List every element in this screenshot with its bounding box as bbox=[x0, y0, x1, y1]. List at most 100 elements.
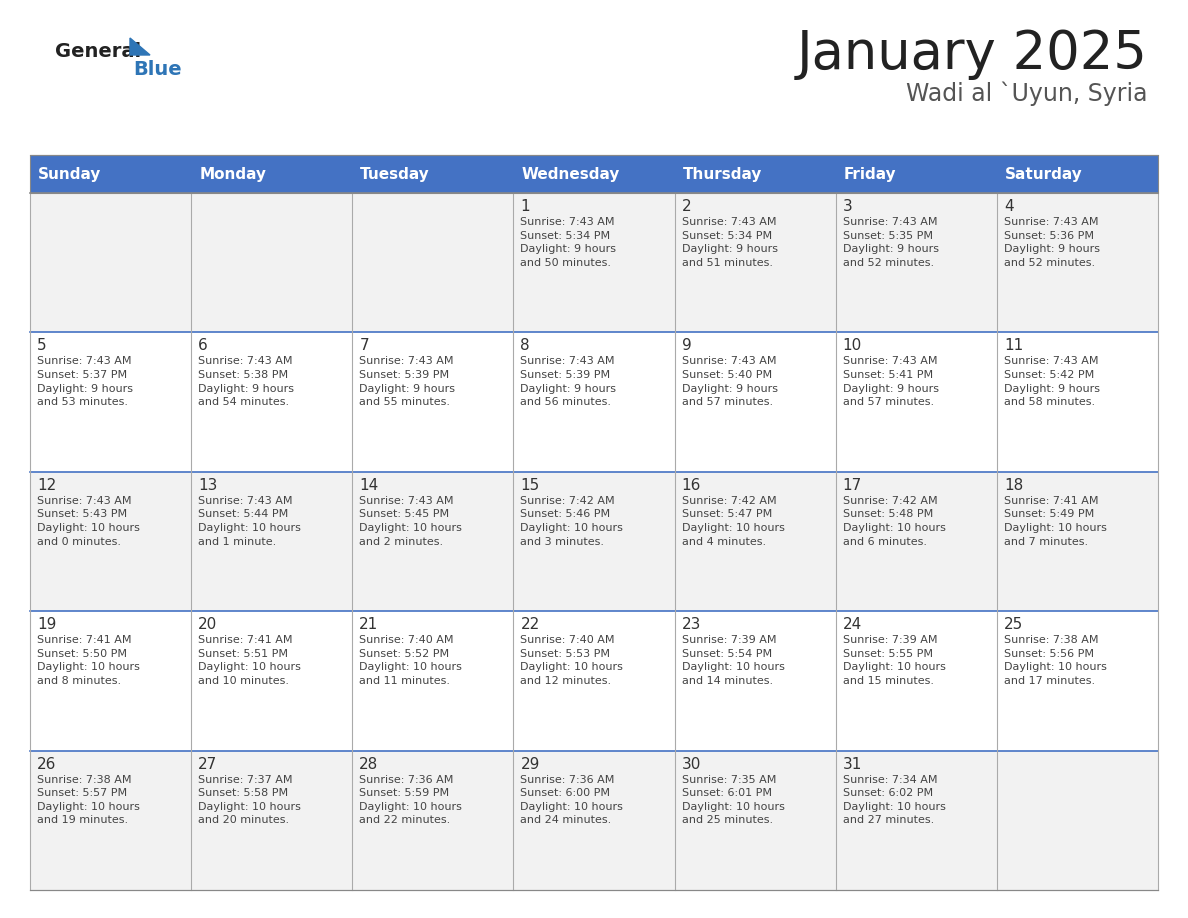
Bar bbox=[675, 193, 835, 332]
Text: Sunrise: 7:36 AM
Sunset: 5:59 PM
Daylight: 10 hours
and 22 minutes.: Sunrise: 7:36 AM Sunset: 5:59 PM Dayligh… bbox=[359, 775, 462, 825]
Bar bbox=[353, 611, 513, 751]
Bar bbox=[835, 332, 997, 472]
Text: January 2025: January 2025 bbox=[797, 28, 1148, 80]
Bar bbox=[191, 332, 353, 472]
Bar bbox=[513, 611, 675, 751]
Bar bbox=[997, 751, 1158, 890]
Bar bbox=[675, 611, 835, 751]
Text: Sunrise: 7:43 AM
Sunset: 5:38 PM
Daylight: 9 hours
and 54 minutes.: Sunrise: 7:43 AM Sunset: 5:38 PM Dayligh… bbox=[198, 356, 295, 408]
Bar bbox=[30, 332, 191, 472]
Bar bbox=[835, 751, 997, 890]
Bar bbox=[513, 472, 675, 611]
Bar bbox=[835, 155, 997, 193]
Text: 11: 11 bbox=[1004, 339, 1023, 353]
Text: Sunday: Sunday bbox=[38, 166, 101, 182]
Text: 14: 14 bbox=[359, 477, 379, 493]
Text: Sunrise: 7:43 AM
Sunset: 5:37 PM
Daylight: 9 hours
and 53 minutes.: Sunrise: 7:43 AM Sunset: 5:37 PM Dayligh… bbox=[37, 356, 133, 408]
Text: 2: 2 bbox=[682, 199, 691, 214]
Text: Sunrise: 7:42 AM
Sunset: 5:47 PM
Daylight: 10 hours
and 4 minutes.: Sunrise: 7:42 AM Sunset: 5:47 PM Dayligh… bbox=[682, 496, 784, 546]
Text: 18: 18 bbox=[1004, 477, 1023, 493]
Text: 12: 12 bbox=[37, 477, 56, 493]
Text: 23: 23 bbox=[682, 617, 701, 633]
Bar bbox=[30, 155, 191, 193]
Text: Sunrise: 7:37 AM
Sunset: 5:58 PM
Daylight: 10 hours
and 20 minutes.: Sunrise: 7:37 AM Sunset: 5:58 PM Dayligh… bbox=[198, 775, 301, 825]
Text: Sunrise: 7:43 AM
Sunset: 5:39 PM
Daylight: 9 hours
and 56 minutes.: Sunrise: 7:43 AM Sunset: 5:39 PM Dayligh… bbox=[520, 356, 617, 408]
Text: Sunrise: 7:43 AM
Sunset: 5:36 PM
Daylight: 9 hours
and 52 minutes.: Sunrise: 7:43 AM Sunset: 5:36 PM Dayligh… bbox=[1004, 217, 1100, 268]
Text: Tuesday: Tuesday bbox=[360, 166, 430, 182]
Bar bbox=[997, 193, 1158, 332]
Text: Sunrise: 7:40 AM
Sunset: 5:53 PM
Daylight: 10 hours
and 12 minutes.: Sunrise: 7:40 AM Sunset: 5:53 PM Dayligh… bbox=[520, 635, 624, 686]
Text: Sunrise: 7:41 AM
Sunset: 5:51 PM
Daylight: 10 hours
and 10 minutes.: Sunrise: 7:41 AM Sunset: 5:51 PM Dayligh… bbox=[198, 635, 301, 686]
Bar bbox=[997, 611, 1158, 751]
Text: Sunrise: 7:43 AM
Sunset: 5:35 PM
Daylight: 9 hours
and 52 minutes.: Sunrise: 7:43 AM Sunset: 5:35 PM Dayligh… bbox=[842, 217, 939, 268]
Text: Sunrise: 7:38 AM
Sunset: 5:56 PM
Daylight: 10 hours
and 17 minutes.: Sunrise: 7:38 AM Sunset: 5:56 PM Dayligh… bbox=[1004, 635, 1107, 686]
Text: 30: 30 bbox=[682, 756, 701, 772]
Text: 4: 4 bbox=[1004, 199, 1013, 214]
Bar bbox=[30, 611, 191, 751]
Bar bbox=[30, 155, 1158, 193]
Text: 16: 16 bbox=[682, 477, 701, 493]
Text: 31: 31 bbox=[842, 756, 862, 772]
Text: Sunrise: 7:43 AM
Sunset: 5:42 PM
Daylight: 9 hours
and 58 minutes.: Sunrise: 7:43 AM Sunset: 5:42 PM Dayligh… bbox=[1004, 356, 1100, 408]
Bar bbox=[191, 472, 353, 611]
Bar bbox=[675, 155, 835, 193]
Text: Friday: Friday bbox=[843, 166, 896, 182]
Text: 15: 15 bbox=[520, 477, 539, 493]
Text: Saturday: Saturday bbox=[1005, 166, 1082, 182]
Text: 20: 20 bbox=[198, 617, 217, 633]
Bar bbox=[997, 472, 1158, 611]
Bar bbox=[30, 472, 191, 611]
Text: Wadi al `Uyun, Syria: Wadi al `Uyun, Syria bbox=[906, 82, 1148, 106]
Bar bbox=[191, 155, 353, 193]
Text: Sunrise: 7:43 AM
Sunset: 5:44 PM
Daylight: 10 hours
and 1 minute.: Sunrise: 7:43 AM Sunset: 5:44 PM Dayligh… bbox=[198, 496, 301, 546]
Text: Sunrise: 7:39 AM
Sunset: 5:54 PM
Daylight: 10 hours
and 14 minutes.: Sunrise: 7:39 AM Sunset: 5:54 PM Dayligh… bbox=[682, 635, 784, 686]
Bar bbox=[513, 193, 675, 332]
Text: 3: 3 bbox=[842, 199, 853, 214]
Text: 13: 13 bbox=[198, 477, 217, 493]
Text: Sunrise: 7:38 AM
Sunset: 5:57 PM
Daylight: 10 hours
and 19 minutes.: Sunrise: 7:38 AM Sunset: 5:57 PM Dayligh… bbox=[37, 775, 140, 825]
Text: Sunrise: 7:36 AM
Sunset: 6:00 PM
Daylight: 10 hours
and 24 minutes.: Sunrise: 7:36 AM Sunset: 6:00 PM Dayligh… bbox=[520, 775, 624, 825]
Text: 17: 17 bbox=[842, 477, 862, 493]
Text: Monday: Monday bbox=[200, 166, 266, 182]
Text: 1: 1 bbox=[520, 199, 530, 214]
Text: 10: 10 bbox=[842, 339, 862, 353]
Text: 9: 9 bbox=[682, 339, 691, 353]
Text: 7: 7 bbox=[359, 339, 369, 353]
Bar bbox=[835, 472, 997, 611]
Bar bbox=[835, 193, 997, 332]
Text: Sunrise: 7:43 AM
Sunset: 5:40 PM
Daylight: 9 hours
and 57 minutes.: Sunrise: 7:43 AM Sunset: 5:40 PM Dayligh… bbox=[682, 356, 778, 408]
Bar bbox=[675, 472, 835, 611]
Text: 6: 6 bbox=[198, 339, 208, 353]
Text: Sunrise: 7:40 AM
Sunset: 5:52 PM
Daylight: 10 hours
and 11 minutes.: Sunrise: 7:40 AM Sunset: 5:52 PM Dayligh… bbox=[359, 635, 462, 686]
Bar bbox=[353, 155, 513, 193]
Text: Sunrise: 7:43 AM
Sunset: 5:34 PM
Daylight: 9 hours
and 50 minutes.: Sunrise: 7:43 AM Sunset: 5:34 PM Dayligh… bbox=[520, 217, 617, 268]
Text: Sunrise: 7:41 AM
Sunset: 5:49 PM
Daylight: 10 hours
and 7 minutes.: Sunrise: 7:41 AM Sunset: 5:49 PM Dayligh… bbox=[1004, 496, 1107, 546]
Bar bbox=[353, 472, 513, 611]
Polygon shape bbox=[129, 38, 150, 55]
Text: 25: 25 bbox=[1004, 617, 1023, 633]
Bar bbox=[513, 332, 675, 472]
Text: 22: 22 bbox=[520, 617, 539, 633]
Bar bbox=[513, 155, 675, 193]
Text: 27: 27 bbox=[198, 756, 217, 772]
Text: 28: 28 bbox=[359, 756, 379, 772]
Bar bbox=[353, 332, 513, 472]
Bar bbox=[675, 751, 835, 890]
Text: 19: 19 bbox=[37, 617, 56, 633]
Text: Sunrise: 7:43 AM
Sunset: 5:39 PM
Daylight: 9 hours
and 55 minutes.: Sunrise: 7:43 AM Sunset: 5:39 PM Dayligh… bbox=[359, 356, 455, 408]
Bar bbox=[997, 332, 1158, 472]
Bar bbox=[191, 193, 353, 332]
Text: Sunrise: 7:41 AM
Sunset: 5:50 PM
Daylight: 10 hours
and 8 minutes.: Sunrise: 7:41 AM Sunset: 5:50 PM Dayligh… bbox=[37, 635, 140, 686]
Bar bbox=[675, 332, 835, 472]
Bar bbox=[353, 193, 513, 332]
Text: Sunrise: 7:43 AM
Sunset: 5:41 PM
Daylight: 9 hours
and 57 minutes.: Sunrise: 7:43 AM Sunset: 5:41 PM Dayligh… bbox=[842, 356, 939, 408]
Text: Sunrise: 7:35 AM
Sunset: 6:01 PM
Daylight: 10 hours
and 25 minutes.: Sunrise: 7:35 AM Sunset: 6:01 PM Dayligh… bbox=[682, 775, 784, 825]
Bar bbox=[353, 751, 513, 890]
Text: 26: 26 bbox=[37, 756, 56, 772]
Text: Wednesday: Wednesday bbox=[522, 166, 620, 182]
Text: Sunrise: 7:43 AM
Sunset: 5:34 PM
Daylight: 9 hours
and 51 minutes.: Sunrise: 7:43 AM Sunset: 5:34 PM Dayligh… bbox=[682, 217, 778, 268]
Text: Sunrise: 7:34 AM
Sunset: 6:02 PM
Daylight: 10 hours
and 27 minutes.: Sunrise: 7:34 AM Sunset: 6:02 PM Dayligh… bbox=[842, 775, 946, 825]
Bar bbox=[997, 155, 1158, 193]
Bar bbox=[191, 611, 353, 751]
Text: 29: 29 bbox=[520, 756, 539, 772]
